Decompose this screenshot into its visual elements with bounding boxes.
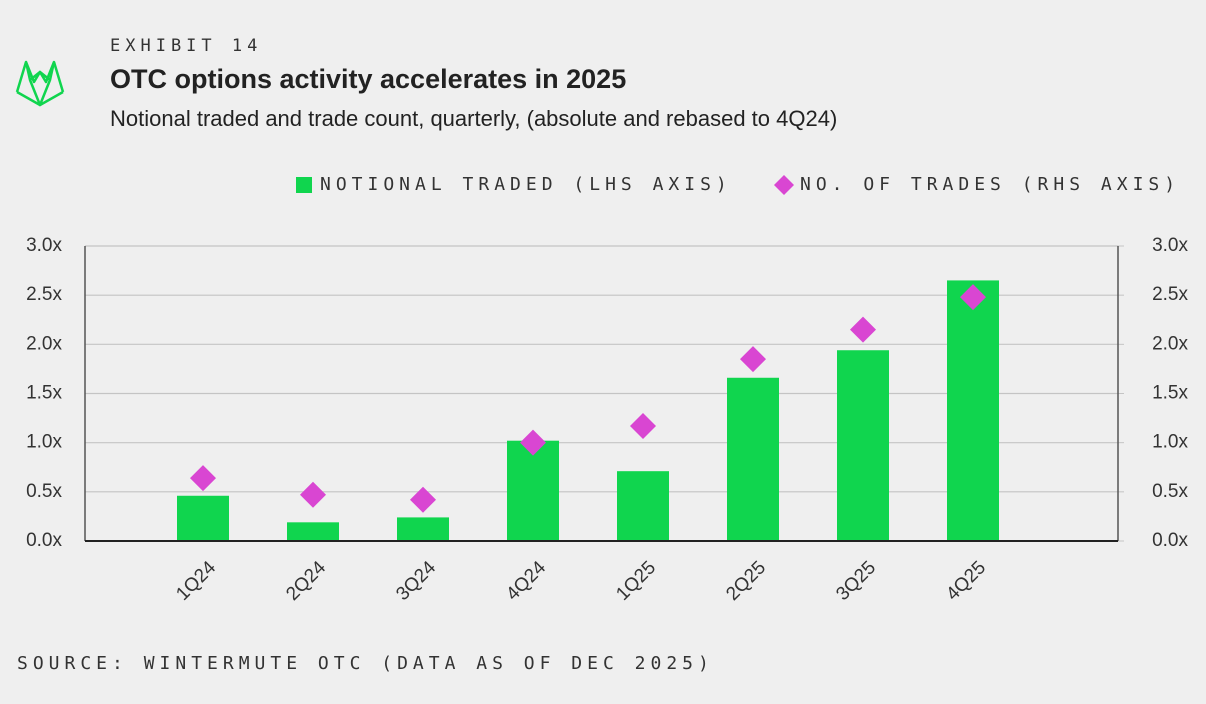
chart-subtitle: Notional traded and trade count, quarter… (110, 106, 837, 131)
y2-tick-label: 1.5x (1152, 383, 1188, 404)
source-note: SOURCE: WINTERMUTE OTC (DATA AS OF DEC 2… (17, 653, 714, 674)
bar (397, 517, 449, 541)
diamond-marker (960, 284, 986, 311)
diamond-marker (190, 465, 216, 492)
y-tick-label: 0.5x (26, 481, 62, 502)
legend-label: NO. OF TRADES (RHS AXIS) (800, 174, 1180, 195)
bar (727, 377, 779, 541)
logo (15, 60, 65, 107)
y2-tick-label: 2.0x (1152, 333, 1188, 354)
y-tick-label: 2.5x (26, 284, 62, 305)
diamond-marker (630, 412, 656, 439)
bar (177, 495, 229, 541)
y2-tick-label: 1.0x (1152, 432, 1188, 453)
legend-swatch (296, 177, 312, 193)
y2-tick-label: 0.5x (1152, 481, 1188, 502)
chart-title: OTC options activity accelerates in 2025 (110, 64, 626, 94)
bar (507, 440, 559, 541)
diamond-marker (740, 346, 766, 373)
y2-tick-label: 2.5x (1152, 284, 1188, 305)
y-tick-label: 3.0x (26, 235, 62, 256)
y2-tick-label: 0.0x (1152, 530, 1188, 551)
exhibit-label: EXHIBIT 14 (110, 36, 262, 56)
y2-tick-label: 3.0x (1152, 235, 1188, 256)
bar (837, 350, 889, 541)
bar (617, 471, 669, 541)
y-tick-label: 2.0x (26, 333, 62, 354)
y-tick-label: 1.5x (26, 383, 62, 404)
diamond-marker (410, 486, 436, 513)
y-tick-label: 0.0x (26, 530, 62, 551)
y-tick-label: 1.0x (26, 432, 62, 453)
legend-swatch (774, 175, 794, 195)
legend-label: NOTIONAL TRADED (LHS AXIS) (320, 174, 732, 195)
diamond-marker (520, 429, 546, 456)
bar (947, 280, 999, 541)
diamond-marker (850, 316, 876, 343)
diamond-marker (300, 481, 326, 508)
bar (287, 522, 339, 541)
